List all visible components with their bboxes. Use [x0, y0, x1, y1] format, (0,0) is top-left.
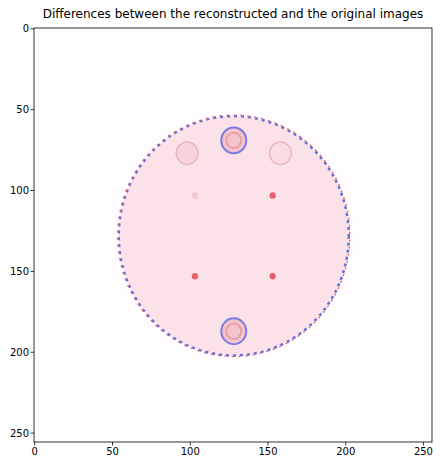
y-tick: [31, 109, 35, 110]
y-tick: [31, 190, 35, 191]
x-tick-label: 250: [414, 446, 433, 457]
x-tick: [345, 442, 346, 446]
title: Differences between the reconstructed an…: [43, 7, 424, 21]
image-feature: [221, 127, 246, 153]
x-tick-label: 0: [32, 446, 38, 457]
y-tick-label: 200: [10, 347, 29, 358]
ring-blue: [221, 127, 246, 153]
ring-faint: [176, 142, 198, 165]
ring-inner: [226, 133, 241, 149]
image-feature: [221, 318, 246, 344]
x-tick: [423, 442, 424, 446]
ring-inner: [226, 323, 241, 339]
ring-blue: [221, 318, 246, 344]
y-tick: [31, 271, 35, 272]
figure: 050100150200250050100150200250Difference…: [0, 0, 445, 459]
image-feature: [119, 116, 349, 355]
image-feature: [270, 142, 292, 165]
x-tick-label: 150: [258, 446, 277, 457]
y-tick: [31, 28, 35, 29]
image-feature: [176, 142, 198, 165]
y-tick-label: 100: [10, 185, 29, 196]
y-tick-label: 0: [23, 23, 29, 34]
image-feature: [270, 192, 276, 198]
plot-background: [34, 28, 432, 442]
x-tick: [34, 442, 35, 446]
y-tick: [31, 352, 35, 353]
rim-red: [118, 115, 350, 356]
x-tick: [267, 442, 268, 446]
x-tick: [112, 442, 113, 446]
y-tick: [31, 433, 35, 434]
x-tick-label: 100: [181, 446, 200, 457]
y-tick-label: 150: [10, 266, 29, 277]
axes-frame: [34, 28, 432, 442]
image-feature: [192, 273, 198, 279]
y-tick-label: 50: [16, 104, 29, 115]
x-tick-label: 50: [106, 446, 119, 457]
rim-blue: [119, 116, 349, 355]
x-tick-label: 200: [336, 446, 355, 457]
y-tick-label: 250: [10, 428, 29, 439]
image-layer: [118, 115, 350, 356]
x-tick: [190, 442, 191, 446]
image-feature: [270, 273, 276, 279]
image-feature: [192, 192, 198, 198]
ring-faint: [270, 142, 292, 165]
